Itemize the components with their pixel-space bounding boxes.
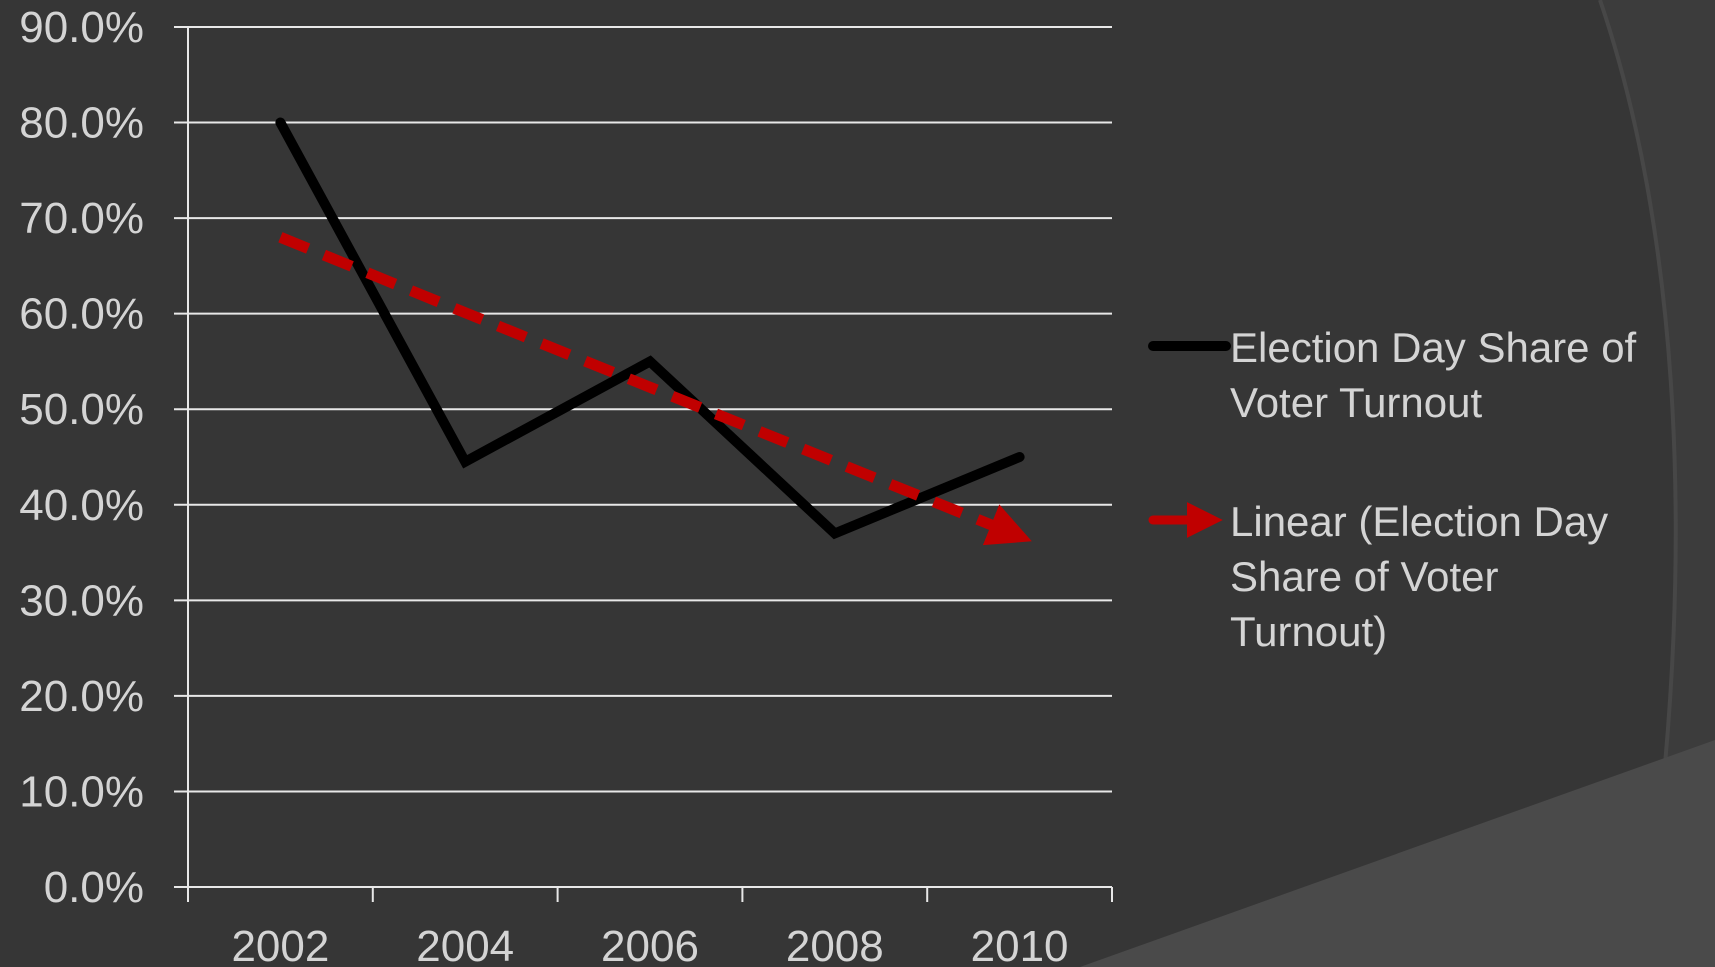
background-decoration xyxy=(1080,0,1715,967)
x-tick-label: 2008 xyxy=(786,922,884,967)
legend-label: Share of Voter xyxy=(1230,553,1499,600)
y-tick-label: 50.0% xyxy=(19,385,144,434)
legend: Election Day Share of Voter Turnout Linear… xyxy=(1148,324,1637,655)
axes: 0.0% 10.0% 20.0% 30.0% 40.0% 50.0% 60.0% 70.0% 8… xyxy=(19,3,1113,967)
x-tick-label: 2002 xyxy=(231,922,329,967)
y-tick-label: 30.0% xyxy=(19,576,144,625)
y-tick-label: 90.0% xyxy=(19,3,144,52)
legend-label: Voter Turnout xyxy=(1230,379,1482,426)
legend-label: Election Day Share of xyxy=(1230,324,1637,371)
y-tick-label: 0.0% xyxy=(44,863,144,912)
legend-label: Turnout) xyxy=(1230,608,1387,655)
x-tick-label: 2006 xyxy=(601,922,699,967)
plot-area xyxy=(174,26,1112,888)
y-tick-label: 80.0% xyxy=(19,99,144,148)
y-tick-label: 70.0% xyxy=(19,194,144,243)
decor-corner-wedge xyxy=(1080,740,1715,967)
data-series-line xyxy=(275,117,1025,540)
y-tick-label: 40.0% xyxy=(19,481,144,530)
y-tick-label: 60.0% xyxy=(19,290,144,339)
decor-arc-band xyxy=(1600,0,1715,967)
series-group xyxy=(275,117,1032,546)
x-tick-label: 2004 xyxy=(416,922,514,967)
y-tick-label: 20.0% xyxy=(19,672,144,721)
legend-label: Linear (Election Day xyxy=(1230,498,1608,545)
trendline-series xyxy=(278,232,1032,546)
y-tick-label: 10.0% xyxy=(19,767,144,816)
x-tick-label: 2010 xyxy=(971,922,1069,967)
